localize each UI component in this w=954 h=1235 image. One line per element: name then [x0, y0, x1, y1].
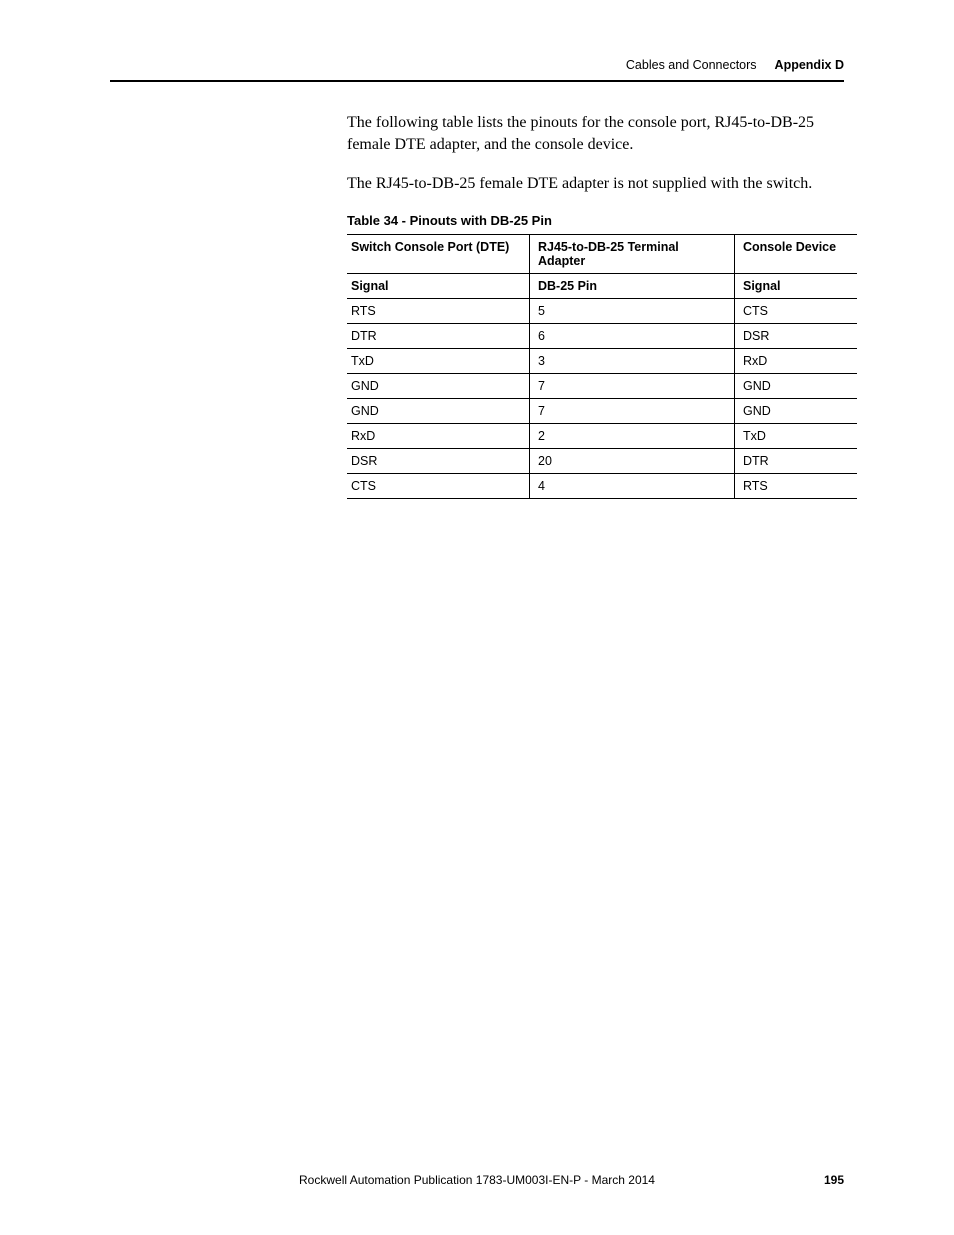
col-header-console-dev: Console Device — [735, 234, 858, 273]
cell-signal-right: CTS — [735, 298, 858, 323]
cell-signal-left: TxD — [347, 348, 530, 373]
cell-signal-right: RxD — [735, 348, 858, 373]
cell-signal-right: GND — [735, 398, 858, 423]
footer-page-number: 195 — [804, 1173, 844, 1187]
header-appendix: Appendix D — [775, 58, 844, 72]
cell-signal-left: GND — [347, 398, 530, 423]
col-header-switch-port: Switch Console Port (DTE) — [347, 234, 530, 273]
table-row: GND 7 GND — [347, 398, 857, 423]
page: Cables and Connectors Appendix D The fol… — [0, 0, 954, 1235]
col-subheader-signal-left: Signal — [347, 273, 530, 298]
cell-signal-right: RTS — [735, 473, 858, 498]
cell-signal-right: TxD — [735, 423, 858, 448]
header-section: Cables and Connectors — [626, 58, 757, 72]
cell-signal-left: CTS — [347, 473, 530, 498]
table-row: RTS 5 CTS — [347, 298, 857, 323]
cell-db25-pin: 6 — [530, 323, 735, 348]
cell-db25-pin: 3 — [530, 348, 735, 373]
table-header-row-1: Switch Console Port (DTE) RJ45-to-DB-25 … — [347, 234, 857, 273]
table-row: DSR 20 DTR — [347, 448, 857, 473]
table-row: DTR 6 DSR — [347, 323, 857, 348]
cell-signal-left: RTS — [347, 298, 530, 323]
cell-signal-right: DTR — [735, 448, 858, 473]
table-row: TxD 3 RxD — [347, 348, 857, 373]
pinouts-table: Switch Console Port (DTE) RJ45-to-DB-25 … — [347, 234, 857, 499]
table-header-row-2: Signal DB-25 Pin Signal — [347, 273, 857, 298]
table-row: CTS 4 RTS — [347, 473, 857, 498]
intro-paragraph-2: The RJ45-to-DB-25 female DTE adapter is … — [347, 173, 857, 195]
col-subheader-signal-right: Signal — [735, 273, 858, 298]
cell-db25-pin: 7 — [530, 398, 735, 423]
table-row: RxD 2 TxD — [347, 423, 857, 448]
intro-paragraph-1: The following table lists the pinouts fo… — [347, 112, 857, 155]
cell-db25-pin: 2 — [530, 423, 735, 448]
cell-db25-pin: 7 — [530, 373, 735, 398]
header-rule — [110, 80, 844, 82]
running-header: Cables and Connectors Appendix D — [110, 58, 844, 72]
cell-signal-left: DSR — [347, 448, 530, 473]
cell-signal-left: GND — [347, 373, 530, 398]
cell-db25-pin: 5 — [530, 298, 735, 323]
cell-signal-left: DTR — [347, 323, 530, 348]
table-caption: Table 34 - Pinouts with DB-25 Pin — [347, 213, 857, 228]
footer-publication: Rockwell Automation Publication 1783-UM0… — [150, 1173, 804, 1187]
cell-db25-pin: 4 — [530, 473, 735, 498]
cell-db25-pin: 20 — [530, 448, 735, 473]
footer: Rockwell Automation Publication 1783-UM0… — [110, 1173, 844, 1187]
content-column: The following table lists the pinouts fo… — [347, 112, 857, 499]
col-subheader-db25-pin: DB-25 Pin — [530, 273, 735, 298]
cell-signal-left: RxD — [347, 423, 530, 448]
cell-signal-right: DSR — [735, 323, 858, 348]
cell-signal-right: GND — [735, 373, 858, 398]
col-header-adapter: RJ45-to-DB-25 Terminal Adapter — [530, 234, 735, 273]
table-row: GND 7 GND — [347, 373, 857, 398]
